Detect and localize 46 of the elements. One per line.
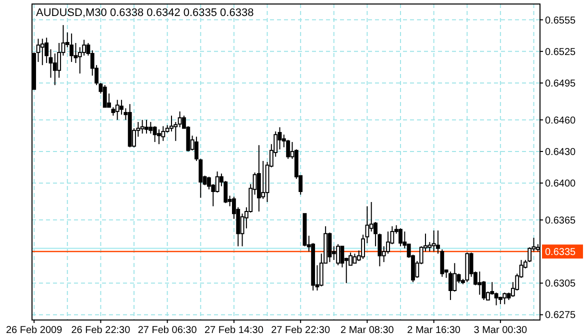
x-tick-label: 26 Feb 2009 [6, 325, 63, 336]
candlestick [161, 126, 166, 142]
candlestick [148, 121, 153, 134]
candlestick [261, 160, 266, 200]
y-tick-label: 0.6495 [545, 78, 576, 90]
ref-line-label: 0.6335 [545, 247, 576, 258]
candlestick [140, 119, 144, 134]
candlestick [448, 271, 452, 300]
y-tick-label: 0.6430 [545, 146, 576, 158]
candlestick [52, 53, 57, 86]
x-tick-label: 2 Mar 16:30 [407, 325, 461, 336]
candlestick [336, 244, 340, 266]
candlestick [157, 128, 161, 145]
y-tick-label: 0.6525 [545, 46, 576, 58]
candlestick [215, 170, 220, 194]
y-tick-label: 0.6275 [545, 310, 576, 322]
candlestick [115, 99, 120, 120]
candlestick [178, 110, 182, 128]
candlestick [328, 232, 332, 263]
candlestick [452, 262, 457, 292]
candlestick [74, 42, 78, 64]
chart-title: AUDUSD,M30 0.6338 0.6342 0.6335 0.6338 [36, 7, 254, 19]
candlestick [102, 84, 107, 108]
candlestick [478, 271, 482, 296]
candlestick [502, 292, 507, 305]
y-tick-label: 0.6400 [545, 178, 576, 190]
candlestick [278, 126, 282, 150]
x-tick-label: 27 Feb 06:30 [138, 325, 198, 336]
candlestick [352, 253, 357, 264]
x-tick-label: 2 Mar 08:30 [340, 325, 394, 336]
x-tick-label: 26 Feb 22:30 [71, 325, 131, 336]
x-tick-label: 3 Mar 00:30 [474, 325, 528, 336]
candlestick [40, 38, 44, 66]
candlestick [152, 126, 157, 142]
x-tick-label: 27 Feb 22:30 [271, 325, 330, 336]
y-tick-label: 0.6305 [545, 278, 576, 290]
candlestick [144, 119, 148, 134]
candlestick [432, 230, 436, 252]
candlestick [494, 292, 498, 306]
candlestick [482, 280, 486, 300]
candlestick [70, 32, 74, 62]
y-tick-label: 0.6555 [545, 15, 576, 26]
y-tick-label: 0.6460 [545, 115, 576, 126]
y-tick-label: 0.6365 [545, 215, 576, 226]
x-tick-label: 27 Feb 14:30 [204, 325, 264, 336]
candlestick [398, 228, 402, 247]
